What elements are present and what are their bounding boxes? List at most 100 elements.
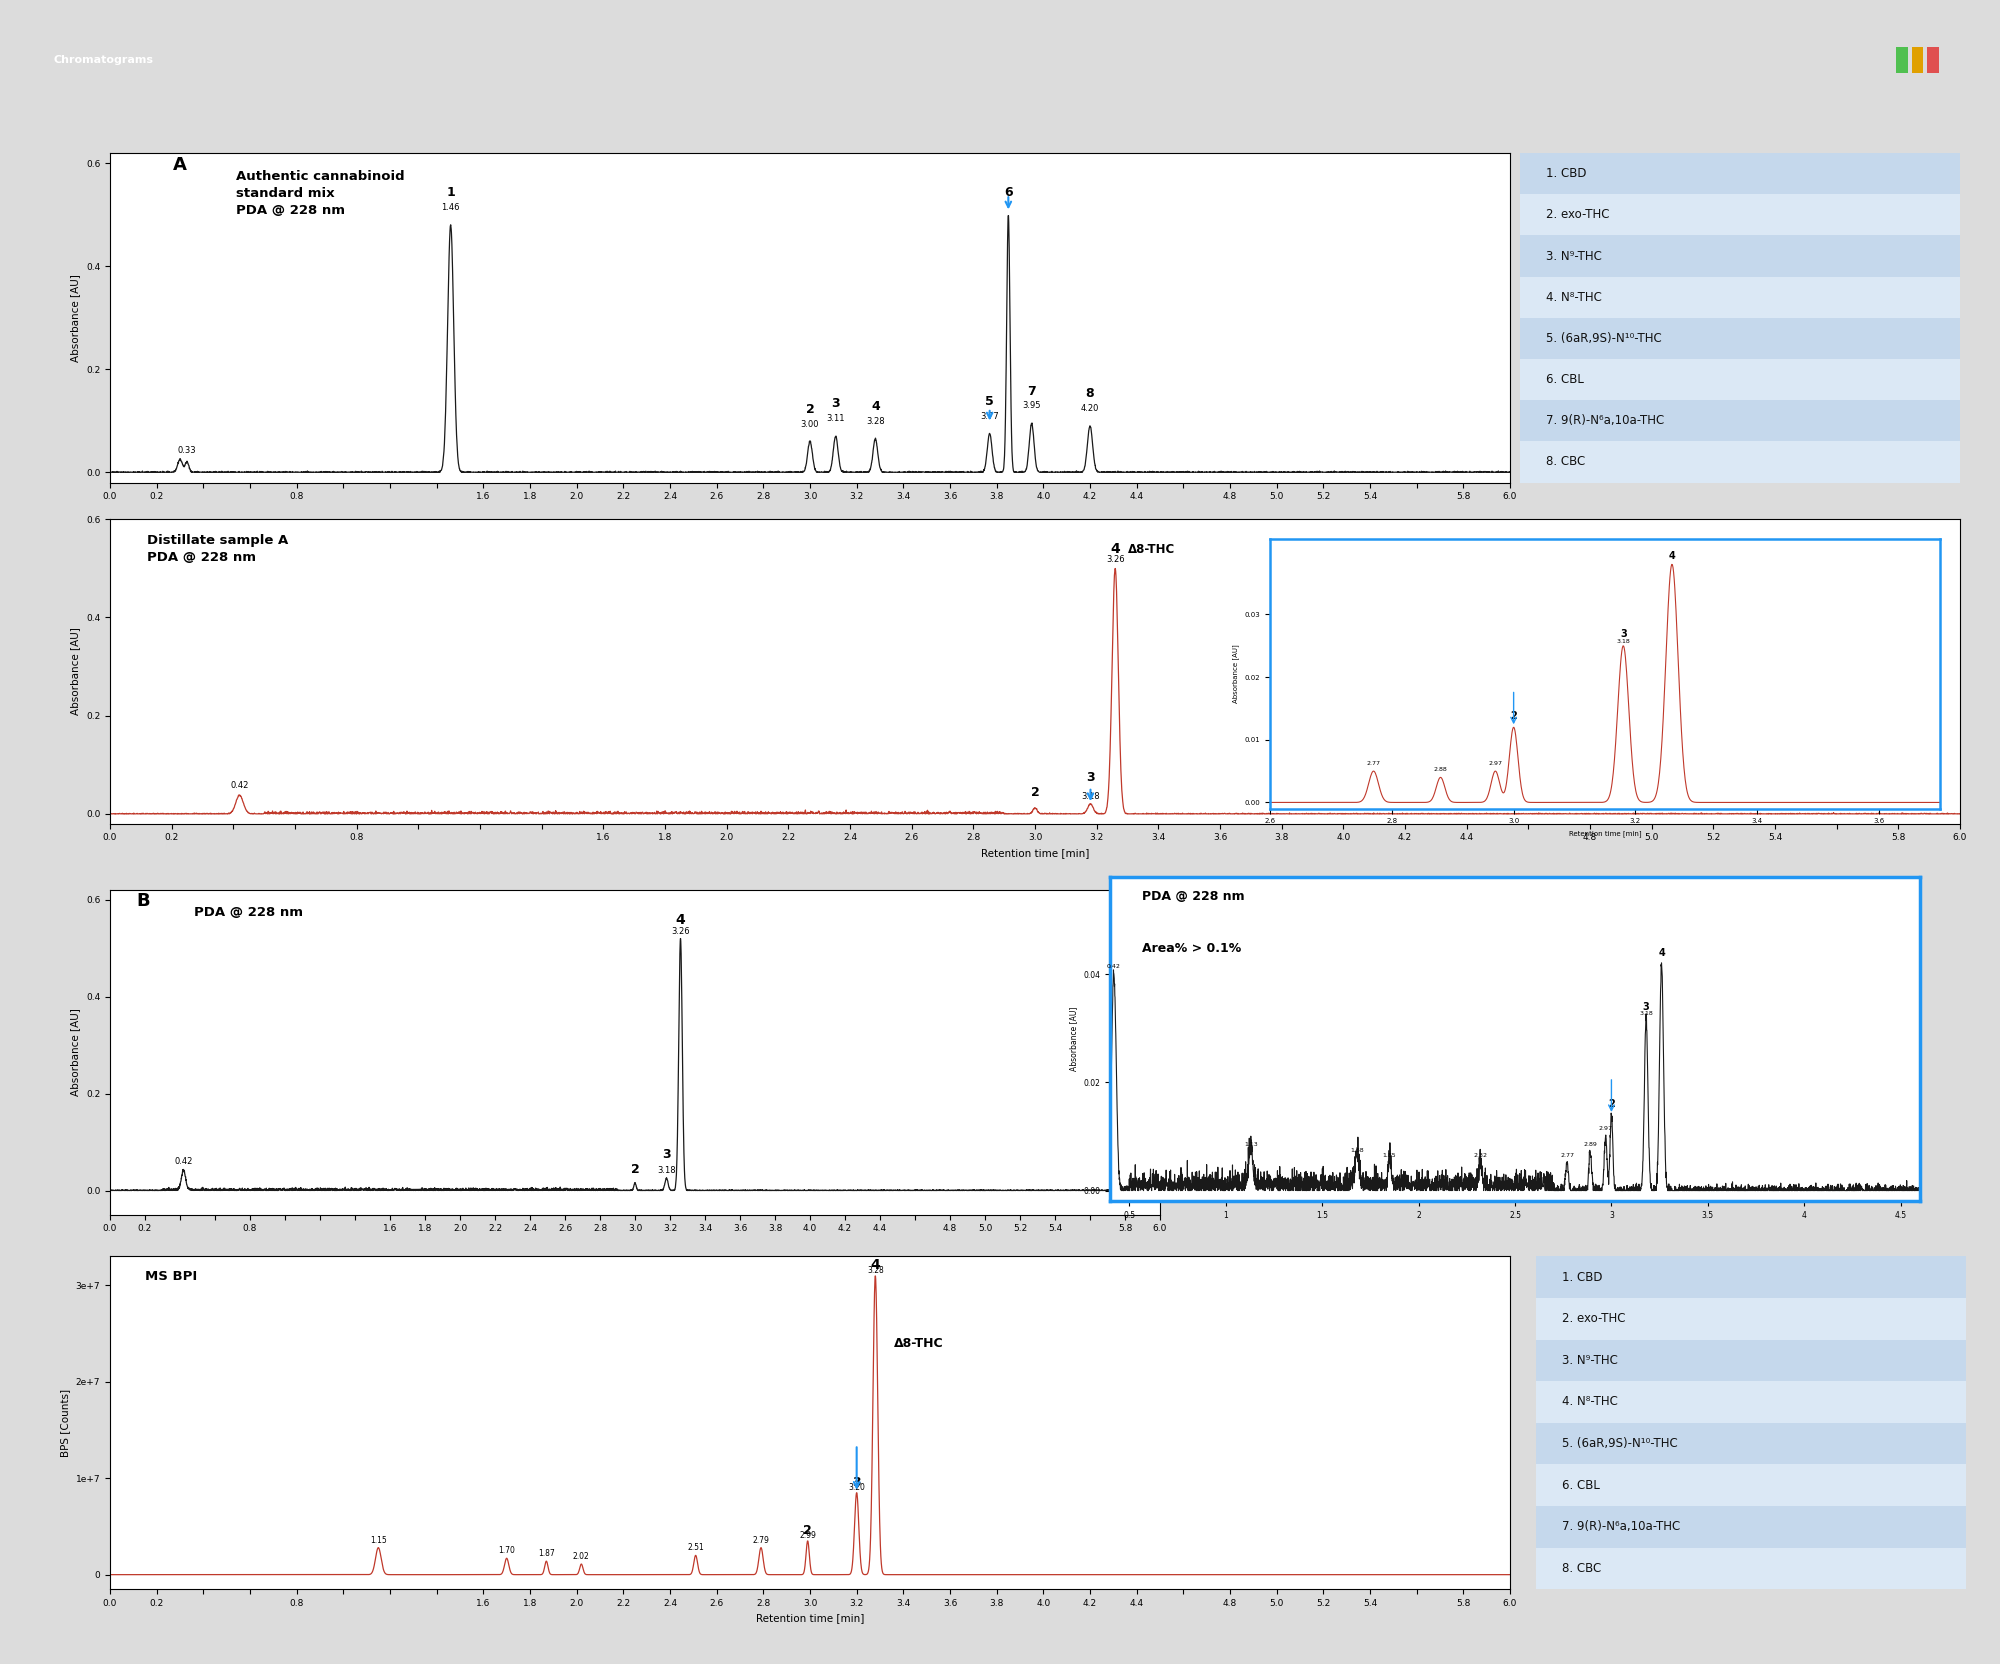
- Text: 4. Ν⁸-THC: 4. Ν⁸-THC: [1562, 1396, 1618, 1408]
- Text: 1.68: 1.68: [1350, 1148, 1364, 1153]
- Y-axis label: BPS [Counts]: BPS [Counts]: [60, 1389, 70, 1456]
- Text: 4: 4: [676, 912, 686, 927]
- Bar: [1536, 1423, 1966, 1464]
- Text: 6. CBL: 6. CBL: [1562, 1479, 1600, 1491]
- Bar: [1536, 1298, 1966, 1340]
- Text: 2.79: 2.79: [752, 1536, 770, 1544]
- Text: Chromatograms: Chromatograms: [54, 55, 154, 65]
- Bar: [1520, 399, 1960, 441]
- Text: 3.18: 3.18: [1616, 639, 1630, 644]
- Text: 8. CBC: 8. CBC: [1546, 456, 1586, 469]
- Text: 7: 7: [1028, 384, 1036, 398]
- Text: 4: 4: [1668, 551, 1676, 561]
- Text: Distillate sample A
PDA @ 228 nm: Distillate sample A PDA @ 228 nm: [148, 534, 288, 564]
- Text: 3.26: 3.26: [672, 927, 690, 935]
- X-axis label: Retention time [min]: Retention time [min]: [1568, 830, 1642, 837]
- Bar: [1536, 1464, 1966, 1506]
- Text: 2.77: 2.77: [1366, 760, 1380, 765]
- Text: 2: 2: [1030, 785, 1040, 799]
- Text: Δ8-THC: Δ8-THC: [1128, 542, 1174, 556]
- Text: 8: 8: [1086, 388, 1094, 399]
- Text: 7. 9(R)-Ν⁶a,10a-THC: 7. 9(R)-Ν⁶a,10a-THC: [1546, 414, 1664, 428]
- Text: A: A: [174, 155, 186, 173]
- Bar: [1520, 153, 1960, 195]
- Text: 4: 4: [1110, 542, 1120, 556]
- Text: 5. (6aR,9S)-Ν¹⁰-THC: 5. (6aR,9S)-Ν¹⁰-THC: [1562, 1438, 1678, 1449]
- Text: 3.77: 3.77: [980, 411, 1000, 421]
- Text: 0.33: 0.33: [178, 446, 196, 456]
- Y-axis label: Absorbance [AU]: Absorbance [AU]: [1068, 1007, 1078, 1072]
- Text: Authentic cannabinoid
standard mix
PDA @ 228 nm: Authentic cannabinoid standard mix PDA @…: [236, 170, 404, 216]
- Text: 3.18: 3.18: [1640, 1012, 1654, 1017]
- Text: 1. CBD: 1. CBD: [1562, 1271, 1602, 1283]
- Text: 3.28: 3.28: [866, 418, 884, 426]
- Text: 1.87: 1.87: [538, 1549, 554, 1558]
- Y-axis label: Absorbance [AU]: Absorbance [AU]: [70, 275, 80, 361]
- Text: 3: 3: [1620, 629, 1626, 639]
- Text: 2.99: 2.99: [800, 1531, 816, 1539]
- Text: 6. CBL: 6. CBL: [1546, 373, 1584, 386]
- Text: 2.89: 2.89: [1584, 1142, 1598, 1148]
- Text: 4.20: 4.20: [1080, 404, 1100, 413]
- Text: 2.51: 2.51: [688, 1544, 704, 1553]
- Bar: [1536, 1381, 1966, 1423]
- Text: Δ8-THC: Δ8-THC: [894, 1336, 944, 1350]
- Text: 1.46: 1.46: [442, 203, 460, 213]
- Text: 4: 4: [870, 399, 880, 413]
- Text: 2. exo-THC: 2. exo-THC: [1546, 208, 1610, 221]
- Bar: [1928, 47, 1938, 73]
- Bar: [1912, 47, 1924, 73]
- Text: 0.42: 0.42: [230, 782, 248, 790]
- Text: 8. CBC: 8. CBC: [1562, 1562, 1602, 1574]
- Text: 5: 5: [986, 394, 994, 408]
- Text: 3.00: 3.00: [800, 419, 820, 429]
- Bar: [1520, 359, 1960, 399]
- Text: 3.28: 3.28: [866, 1266, 884, 1275]
- Bar: [1520, 318, 1960, 359]
- Text: 2.88: 2.88: [1434, 767, 1448, 772]
- Text: 2.32: 2.32: [1474, 1153, 1488, 1158]
- Text: B: B: [136, 892, 150, 910]
- Text: 1.85: 1.85: [1382, 1153, 1396, 1158]
- Text: 5. (6aR,9S)-Ν¹⁰-THC: 5. (6aR,9S)-Ν¹⁰-THC: [1546, 331, 1662, 344]
- Text: 1.13: 1.13: [1244, 1142, 1258, 1148]
- Y-axis label: Absorbance [AU]: Absorbance [AU]: [70, 1008, 80, 1097]
- Text: 3. Ν⁹-THC: 3. Ν⁹-THC: [1562, 1354, 1618, 1366]
- Text: 2: 2: [806, 403, 814, 416]
- Text: 2: 2: [1608, 1100, 1614, 1110]
- Text: 3.11: 3.11: [826, 414, 844, 423]
- Y-axis label: Absorbance [AU]: Absorbance [AU]: [70, 627, 80, 716]
- Text: 1. CBD: 1. CBD: [1546, 166, 1586, 180]
- Text: 3: 3: [852, 1476, 860, 1489]
- Text: 2: 2: [1510, 711, 1518, 721]
- Bar: [1536, 1506, 1966, 1548]
- Text: 2.02: 2.02: [572, 1553, 590, 1561]
- Text: 0.42: 0.42: [1106, 963, 1120, 968]
- Text: 3.18: 3.18: [658, 1166, 676, 1175]
- Text: 2.77: 2.77: [1560, 1153, 1574, 1158]
- Text: 3: 3: [832, 398, 840, 411]
- Text: 2: 2: [804, 1524, 812, 1538]
- Text: 3: 3: [1086, 772, 1094, 784]
- Text: PDA @ 228 nm: PDA @ 228 nm: [1142, 890, 1246, 902]
- Bar: [1536, 1548, 1966, 1589]
- Text: MS BPI: MS BPI: [144, 1270, 198, 1283]
- Bar: [1520, 235, 1960, 276]
- Bar: [1520, 441, 1960, 483]
- Text: 3.20: 3.20: [848, 1483, 866, 1491]
- X-axis label: Retention time [min]: Retention time [min]: [980, 849, 1090, 859]
- Bar: [1536, 1256, 1966, 1298]
- Bar: [1896, 47, 1908, 73]
- Text: 6: 6: [1004, 186, 1012, 200]
- Text: 4. Ν⁸-THC: 4. Ν⁸-THC: [1546, 291, 1602, 305]
- Bar: [1520, 195, 1960, 235]
- Text: Area% > 0.1%: Area% > 0.1%: [1142, 942, 1242, 955]
- Text: 0.42: 0.42: [174, 1156, 192, 1166]
- Text: 2.97: 2.97: [1488, 760, 1502, 765]
- X-axis label: Retention time [min]: Retention time [min]: [756, 1614, 864, 1624]
- Bar: [1536, 1340, 1966, 1381]
- Y-axis label: Absorbance [AU]: Absorbance [AU]: [1232, 644, 1238, 704]
- Text: 3.26: 3.26: [1106, 556, 1124, 564]
- Text: 3: 3: [662, 1148, 670, 1161]
- Text: 2. exo-THC: 2. exo-THC: [1562, 1313, 1626, 1325]
